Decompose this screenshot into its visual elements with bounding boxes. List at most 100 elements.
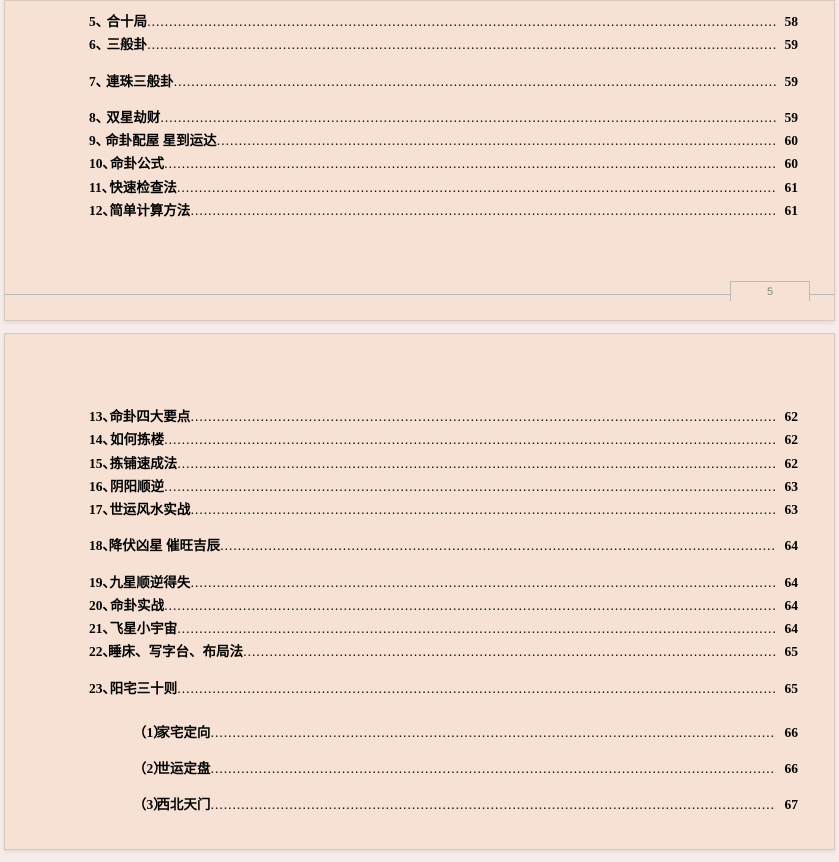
toc-leader-dots: ........................................… (220, 536, 776, 556)
toc-entry: 16、阴阳顺逆.................................… (41, 477, 798, 497)
toc-entry-number: 5、 (41, 12, 107, 32)
toc-entry-number: 14、 (41, 430, 110, 450)
toc-entry: 9、命卦配屋 星到运达.............................… (41, 131, 798, 151)
toc-leader-dots: ........................................… (191, 201, 776, 221)
toc-leader-dots: ........................................… (177, 619, 776, 639)
toc-entry-page: 66 (776, 723, 798, 743)
toc-leader-dots: ........................................… (160, 108, 776, 128)
toc-entry-number: 15、 (41, 454, 110, 474)
toc-entry-page: 65 (776, 679, 798, 699)
page2-content: 13、命卦四大要点...............................… (5, 334, 834, 849)
toc-leader-dots: ........................................… (164, 596, 776, 616)
toc-entry-number: 20、 (41, 596, 110, 616)
toc-entry-page: 59 (776, 72, 798, 92)
toc-entry-title: 命卦公式 (110, 154, 164, 174)
toc-entry-title: 命卦配屋 星到运达 (105, 131, 216, 151)
toc-entry-number: 13、 (41, 407, 110, 427)
toc-leader-dots: ........................................… (147, 12, 776, 32)
toc-entry-number: 12、 (41, 201, 110, 221)
toc-entry-title: 快速检查法 (110, 178, 178, 198)
toc-entry-number: 17、 (41, 500, 110, 520)
toc-entry: 17、世运风水实战...............................… (41, 500, 798, 520)
toc-entry-title: 九星顺逆得失 (110, 573, 191, 593)
toc-leader-dots: ........................................… (147, 35, 776, 55)
toc-entry-number: 21、 (41, 619, 110, 639)
toc-entry-title: 連珠三般卦 (106, 72, 174, 92)
toc-sub-entry: （2）世运定盘 ................................… (41, 759, 798, 779)
toc-entry: 20、命卦实战.................................… (41, 596, 798, 616)
toc-entry-number: 18、 (41, 536, 109, 556)
toc-leader-dots: ........................................… (191, 573, 776, 593)
toc-entry-number: 11、 (41, 178, 110, 198)
toc-entry: 8、双星劫财..................................… (41, 108, 798, 128)
toc-leader-dots: ........................................… (211, 759, 776, 779)
toc-leader-dots: ........................................… (164, 154, 776, 174)
toc-entry-number: 8、 (41, 108, 106, 128)
toc-entry-title: 拣铺速成法 (110, 454, 178, 474)
toc-leader-dots: ........................................… (243, 642, 776, 662)
toc-entry-page: 67 (776, 795, 798, 815)
toc-entry-title: 睡床、写字台、布局法 (108, 642, 243, 662)
toc-entry: 5、合十局...................................… (41, 12, 798, 32)
page1-content: 5、合十局...................................… (5, 1, 834, 254)
toc-entry-number: 6、 (41, 35, 107, 55)
toc-entry-page: 65 (776, 642, 798, 662)
toc-entry-title: 简单计算方法 (110, 201, 191, 221)
toc-entry-page: 61 (776, 178, 798, 198)
toc-sub-entry: （3）西北天门 ................................… (41, 795, 798, 815)
toc-entry-number: 23、 (41, 679, 110, 699)
page1-footer: 5 (5, 294, 834, 320)
toc-entry-title: 如何拣楼 (110, 430, 164, 450)
toc-entry-title: 命卦实战 (110, 596, 164, 616)
toc-entry-number: 7、 (41, 72, 106, 92)
toc-leader-dots: ........................................… (191, 407, 776, 427)
toc-entry-number: （1） (41, 723, 157, 743)
toc-entry-number: （2） (41, 759, 157, 779)
toc-entry-number: 19、 (41, 573, 110, 593)
toc-entry: 10、命卦公式.................................… (41, 154, 798, 174)
toc-entry-page: 60 (776, 154, 798, 174)
toc-entry-page: 63 (776, 477, 798, 497)
toc-leader-dots: ........................................… (211, 723, 776, 743)
toc-entry-title: 三般卦 (107, 35, 148, 55)
toc-entry-page: 62 (776, 454, 798, 474)
toc-entry-page: 58 (776, 12, 798, 32)
toc-entry-page: 61 (776, 201, 798, 221)
toc-sub-entry: （1）家宅定向 ................................… (41, 723, 798, 743)
toc-entry-title: 世运定盘 (157, 759, 211, 779)
toc-entry: 11、快速检查法................................… (41, 178, 798, 198)
toc-entry: 21、飞星小宇宙................................… (41, 619, 798, 639)
toc-entry-title: 降伏凶星 催旺吉辰 (109, 536, 220, 556)
toc-entry: 15、拣铺速成法................................… (41, 454, 798, 474)
document-page-1: 5、合十局...................................… (4, 0, 835, 321)
toc-entry: 6、三般卦...................................… (41, 35, 798, 55)
toc-entry-page: 64 (776, 596, 798, 616)
page1-number-tab: 5 (730, 281, 810, 301)
toc-entry: 18、降伏凶星 催旺吉辰............................… (41, 536, 798, 556)
toc-entry-title: 合十局 (107, 12, 148, 32)
toc-entry-number: （3） (41, 795, 157, 815)
toc-entry: 23、阳宅三十则 ...............................… (41, 679, 798, 699)
toc-entry-title: 世运风水实战 (110, 500, 191, 520)
toc-entry-page: 64 (776, 536, 798, 556)
toc-entry: 7、連珠三般卦.................................… (41, 72, 798, 92)
toc-entry-number: 9、 (41, 131, 105, 151)
toc-entry-title: 命卦四大要点 (110, 407, 191, 427)
toc-leader-dots: ........................................… (164, 477, 776, 497)
toc-entry-number: 10、 (41, 154, 110, 174)
toc-entry: 12、简单计算方法...............................… (41, 201, 798, 221)
toc-entry-title: 阳宅三十则 (110, 679, 178, 699)
toc-entry-page: 64 (776, 619, 798, 639)
toc-leader-dots: ........................................… (177, 679, 776, 699)
toc-entry: 19、九星顺逆得失...............................… (41, 573, 798, 593)
toc-entry: 14、如何拣楼.................................… (41, 430, 798, 450)
toc-leader-dots: ........................................… (217, 131, 776, 151)
toc-entry-title: 飞星小宇宙 (110, 619, 178, 639)
toc-leader-dots: ........................................… (177, 178, 776, 198)
toc-entry: 13、命卦四大要点...............................… (41, 407, 798, 427)
toc-entry-number: 22、 (41, 642, 108, 662)
toc-leader-dots: ........................................… (191, 500, 776, 520)
toc-entry-title: 双星劫财 (106, 108, 160, 128)
toc-entry-page: 64 (776, 573, 798, 593)
toc-leader-dots: ........................................… (177, 454, 776, 474)
